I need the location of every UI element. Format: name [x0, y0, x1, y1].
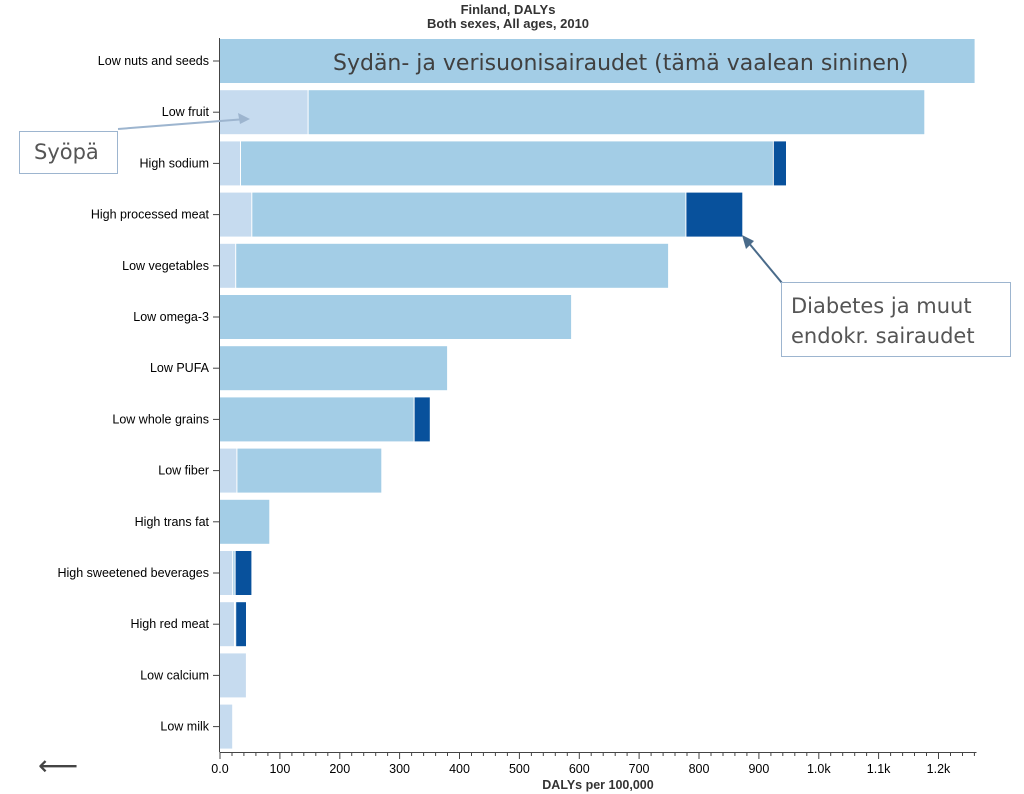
category-labels: Low nuts and seeds Low fruit High sodium Hi… [58, 54, 219, 734]
x-tick-label: 800 [689, 762, 710, 776]
bar-segment[interactable] [241, 141, 773, 186]
cancer-annotation: Syöpä [19, 131, 118, 174]
bar-segment[interactable] [220, 90, 308, 135]
bar-segment[interactable] [220, 551, 233, 595]
cancer-arrow [117, 113, 250, 130]
x-tick-label: 600 [569, 762, 590, 776]
bars-group [220, 39, 975, 749]
x-tick-label: 400 [449, 762, 470, 776]
category-label: Low omega-3 [133, 310, 209, 324]
category-label: Low whole grains [112, 412, 209, 426]
bar-segment[interactable] [220, 346, 448, 391]
bar-segment[interactable] [308, 90, 925, 135]
category-label: Low milk [160, 720, 209, 734]
bar-segment[interactable] [220, 192, 252, 237]
category-label: Low vegetables [122, 259, 209, 273]
bar-segment[interactable] [220, 141, 240, 186]
category-label: High sweetened beverages [58, 566, 210, 580]
bar-segment[interactable] [220, 653, 246, 698]
x-tick-label: 1.2k [927, 762, 951, 776]
x-axis: 0.0 100 200 300 400 500 600 700 800 900 1.0k 1.1k 1.… [211, 752, 977, 776]
bar-segment[interactable] [220, 397, 414, 442]
bar-segment[interactable] [220, 602, 234, 647]
bar-segment[interactable] [233, 551, 235, 595]
diabetes-arrow [742, 235, 783, 284]
bar-segment[interactable] [220, 39, 975, 83]
x-tick-label: 0.0 [211, 762, 228, 776]
category-label: High sodium [140, 156, 209, 170]
bar-segment[interactable] [236, 243, 669, 288]
category-label: Low nuts and seeds [98, 54, 209, 68]
bar-segment[interactable] [773, 141, 786, 186]
bar-segment[interactable] [414, 397, 430, 442]
bar-segment[interactable] [220, 243, 236, 288]
x-tick-label: 700 [629, 762, 650, 776]
chart-subtitle: Both sexes, All ages, 2010 [427, 16, 589, 31]
cardio-annotation: Sydän- ja verisuonisairaudet (tämä vaale… [333, 51, 909, 76]
bar-segment[interactable] [220, 448, 237, 493]
bar-segment[interactable] [236, 602, 246, 647]
chart-title: Finland, DALYs [461, 2, 556, 17]
x-tick-label: 1.0k [807, 762, 831, 776]
bar-segment[interactable] [220, 499, 270, 544]
diabetes-annotation: Diabetes ja muut endokr. sairaudet [781, 282, 1011, 357]
bar-segment[interactable] [220, 295, 572, 339]
category-label: High red meat [130, 617, 209, 631]
x-tick-label: 500 [509, 762, 530, 776]
back-arrow-icon[interactable]: ⟵ [38, 749, 79, 782]
bar-segment[interactable] [252, 192, 686, 237]
x-tick-label: 900 [748, 762, 769, 776]
x-tick-label: 200 [329, 762, 350, 776]
bar-segment[interactable] [237, 448, 382, 493]
bar-segment[interactable] [686, 192, 743, 237]
x-tick-label: 300 [389, 762, 410, 776]
category-label: Low PUFA [150, 361, 210, 375]
category-label: Low fruit [162, 105, 210, 119]
bar-segment[interactable] [235, 551, 252, 595]
category-label: Low calcium [140, 668, 209, 682]
bar-segment[interactable] [220, 704, 233, 749]
x-tick-label: 100 [269, 762, 290, 776]
category-label: High processed meat [91, 208, 210, 222]
category-label: Low fiber [158, 464, 209, 478]
x-tick-label: 1.1k [867, 762, 891, 776]
x-axis-title: DALYs per 100,000 [542, 778, 653, 792]
category-label: High trans fat [135, 515, 210, 529]
